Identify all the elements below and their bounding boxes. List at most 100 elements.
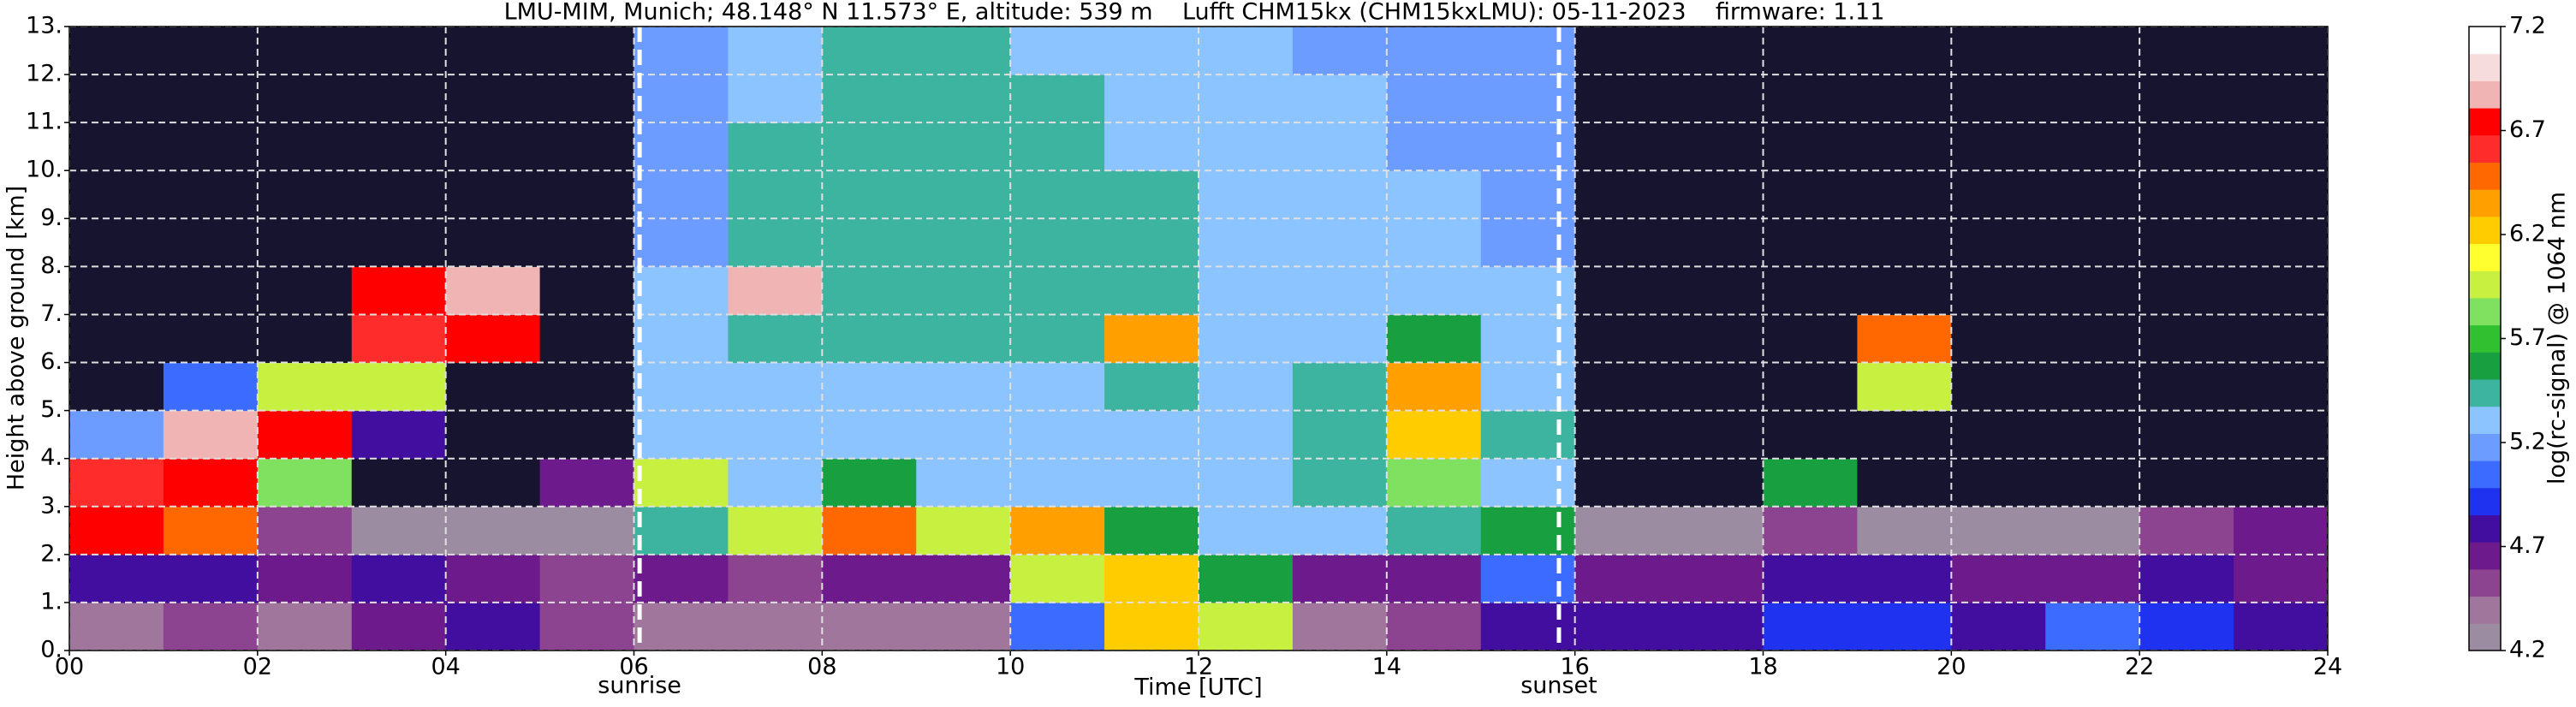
heatmap-cell bbox=[539, 362, 634, 412]
heatmap-cell bbox=[445, 27, 541, 75]
heatmap-cell bbox=[1763, 122, 1858, 171]
heatmap-cell bbox=[1480, 458, 1576, 508]
heatmap-cell bbox=[1104, 314, 1199, 364]
colorbar-segment bbox=[2469, 270, 2501, 299]
heatmap-cell bbox=[1292, 458, 1388, 508]
heatmap-cell bbox=[351, 170, 447, 219]
heatmap-cell bbox=[1857, 74, 1952, 123]
heatmap-cell bbox=[1951, 458, 2046, 508]
heatmap-cell bbox=[1292, 362, 1388, 412]
heatmap-cell bbox=[2234, 266, 2329, 315]
heatmap-cell bbox=[1104, 458, 1199, 508]
heatmap-cell bbox=[2139, 266, 2234, 315]
heatmap-cell bbox=[69, 410, 164, 460]
heatmap-cell bbox=[1104, 74, 1199, 123]
heatmap-cell bbox=[2139, 506, 2234, 556]
heatmap-cell bbox=[1574, 218, 1670, 267]
heatmap-cell bbox=[1386, 266, 1482, 315]
heatmap-cell bbox=[1010, 602, 1105, 651]
colorbar-segment bbox=[2469, 189, 2501, 217]
colorbar-segment bbox=[2469, 542, 2501, 570]
heatmap-cell bbox=[445, 218, 541, 267]
colorbar-segment bbox=[2469, 460, 2501, 489]
heatmap-cell bbox=[69, 602, 164, 651]
x-tick-label: 10 bbox=[996, 654, 1025, 680]
annotation-label: sunrise bbox=[598, 673, 681, 699]
heatmap-cell bbox=[1010, 458, 1105, 508]
heatmap-cell bbox=[257, 314, 353, 364]
heatmap-cell bbox=[1199, 410, 1294, 460]
heatmap-cell bbox=[1292, 27, 1388, 75]
heatmap-cell bbox=[351, 506, 447, 556]
heatmap-cell bbox=[1574, 410, 1670, 460]
heatmap-cell bbox=[1763, 554, 1858, 603]
heatmap-cell bbox=[728, 27, 823, 75]
heatmap-cell bbox=[822, 506, 917, 556]
heatmap-cell bbox=[822, 410, 917, 460]
heatmap-cell bbox=[257, 554, 353, 603]
heatmap-cell bbox=[1951, 410, 2046, 460]
colorbar-tick-label: 6.2 bbox=[2509, 221, 2546, 247]
x-tick-label: 08 bbox=[807, 654, 836, 680]
heatmap-cell bbox=[163, 170, 259, 219]
heatmap-cell bbox=[163, 458, 259, 508]
heatmap-cell bbox=[69, 314, 164, 364]
heatmap-cell bbox=[2234, 554, 2329, 603]
heatmap-cell bbox=[916, 266, 1011, 315]
heatmap-cell bbox=[2139, 602, 2234, 651]
heatmap-cell bbox=[1292, 170, 1388, 219]
heatmap-cell bbox=[351, 362, 447, 412]
heatmap-cell bbox=[445, 170, 541, 219]
heatmap-cell bbox=[1857, 122, 1952, 171]
heatmap-cell bbox=[2234, 74, 2329, 123]
heatmap-cell bbox=[1857, 410, 1952, 460]
heatmap-cell bbox=[822, 314, 917, 364]
heatmap-cell bbox=[2139, 74, 2234, 123]
x-tick-label: 02 bbox=[243, 654, 272, 680]
heatmap-cell bbox=[1104, 122, 1199, 171]
colorbar-tick-label: 4.7 bbox=[2509, 532, 2546, 559]
heatmap-cell bbox=[728, 410, 823, 460]
heatmap-cell bbox=[916, 554, 1011, 603]
heatmap-cell bbox=[916, 602, 1011, 651]
colorbar-segment bbox=[2469, 297, 2501, 326]
heatmap-cell bbox=[1669, 314, 1764, 364]
heatmap-cell bbox=[445, 314, 541, 364]
heatmap-cell bbox=[1480, 602, 1576, 651]
heatmap-cell bbox=[445, 410, 541, 460]
heatmap-cell bbox=[1104, 27, 1199, 75]
heatmap-cell bbox=[1480, 410, 1576, 460]
heatmap-cell bbox=[1951, 266, 2046, 315]
colorbar-segment bbox=[2469, 324, 2501, 353]
y-tick-label: 6. bbox=[40, 348, 62, 375]
heatmap-cell bbox=[1199, 74, 1294, 123]
heatmap-cell bbox=[634, 410, 729, 460]
heatmap-cell bbox=[257, 410, 353, 460]
heatmap-cell bbox=[2234, 602, 2329, 651]
heatmap-cell bbox=[1574, 74, 1670, 123]
heatmap-cell bbox=[257, 74, 353, 123]
heatmap-cell bbox=[2045, 602, 2140, 651]
heatmap-cell bbox=[2139, 362, 2234, 412]
heatmap-cell bbox=[634, 218, 729, 267]
y-tick-label: 8. bbox=[40, 253, 62, 279]
x-tick-label: 16 bbox=[1560, 654, 1589, 680]
heatmap-cell bbox=[822, 27, 917, 75]
heatmap-cell bbox=[1574, 506, 1670, 556]
heatmap-cell bbox=[1669, 410, 1764, 460]
heatmap-cell bbox=[163, 218, 259, 267]
heatmap-cell bbox=[1104, 506, 1199, 556]
x-tick-label: 24 bbox=[2313, 654, 2342, 680]
colorbar-segment bbox=[2469, 596, 2501, 624]
x-tick-label: 22 bbox=[2125, 654, 2154, 680]
heatmap-cell bbox=[445, 554, 541, 603]
heatmap-cell bbox=[1763, 410, 1858, 460]
heatmap-cell bbox=[163, 74, 259, 123]
heatmap-cell bbox=[445, 506, 541, 556]
heatmap-cell bbox=[2045, 74, 2140, 123]
heatmap-cell bbox=[351, 314, 447, 364]
heatmap-cell bbox=[445, 266, 541, 315]
heatmap-cell bbox=[1574, 27, 1670, 75]
heatmap-cell bbox=[1292, 74, 1388, 123]
heatmap-cell bbox=[1763, 218, 1858, 267]
